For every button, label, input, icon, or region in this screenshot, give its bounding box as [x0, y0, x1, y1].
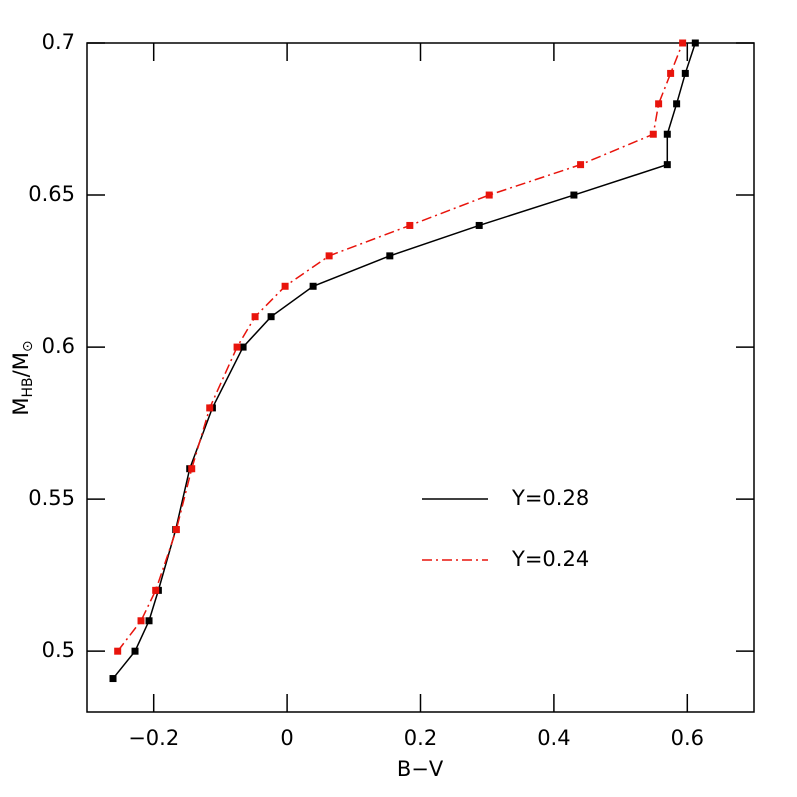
point-marker: [325, 252, 333, 260]
point-marker: [406, 221, 414, 229]
y-label-part: M: [9, 397, 33, 415]
y-tick-label: 0.65: [28, 182, 75, 206]
point-marker: [679, 39, 687, 47]
point-marker: [233, 343, 241, 351]
point-marker: [152, 586, 160, 594]
point-marker: [663, 161, 671, 169]
point-marker: [188, 465, 196, 473]
point-marker: [485, 191, 493, 199]
y-tick-label: 0.5: [42, 638, 75, 662]
point-marker: [206, 404, 214, 412]
y-label-part: /M: [9, 352, 33, 377]
x-tick-label: 0.4: [537, 726, 570, 750]
point-marker: [655, 100, 663, 108]
point-marker: [281, 282, 289, 290]
point-marker: [172, 526, 180, 534]
series-line: [112, 42, 697, 680]
y-axis-label: MHB/M⊙: [9, 340, 36, 415]
point-marker: [131, 647, 139, 655]
y-tick-label: 0.55: [28, 486, 75, 510]
plot-frame: [86, 42, 755, 713]
y-tick-label: 0.7: [42, 30, 75, 54]
point-marker: [114, 647, 122, 655]
point-marker: [667, 69, 675, 77]
point-marker: [239, 343, 247, 351]
point-marker: [386, 252, 394, 260]
point-marker: [663, 130, 671, 138]
point-marker: [145, 617, 153, 625]
x-tick-label: 0.6: [671, 726, 704, 750]
point-marker: [681, 69, 689, 77]
point-marker: [109, 675, 117, 683]
point-marker: [137, 617, 145, 625]
point-marker: [649, 130, 657, 138]
point-marker: [267, 313, 275, 321]
point-marker: [309, 282, 317, 290]
x-tick-label: 0: [280, 726, 293, 750]
point-marker: [570, 191, 578, 199]
x-tick-label: −0.2: [128, 726, 179, 750]
legend-label: Y=0.24: [511, 547, 589, 571]
x-tick-label: 0.2: [404, 726, 437, 750]
point-marker: [691, 39, 699, 47]
series-line: [117, 42, 684, 652]
legend-label: Y=0.28: [511, 486, 589, 510]
y-tick-label: 0.6: [42, 334, 75, 358]
point-marker: [251, 313, 259, 321]
x-axis-label: B−V: [397, 757, 444, 781]
point-marker: [475, 221, 483, 229]
y-label-part: HB: [20, 377, 36, 397]
y-label-part: ⊙: [20, 340, 36, 352]
point-marker: [577, 161, 585, 169]
point-marker: [673, 100, 681, 108]
